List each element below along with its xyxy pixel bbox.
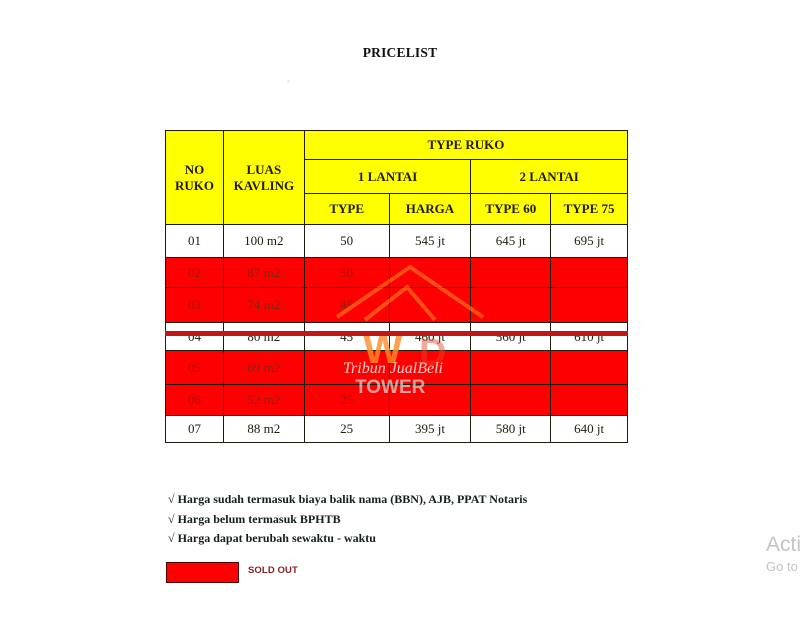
svg-text:WASTU GROUP: WASTU GROUP [337, 411, 473, 412]
svg-text:TOWER: TOWER [355, 377, 426, 398]
svg-text:Tribun JualBeli: Tribun JualBeli [343, 360, 443, 377]
